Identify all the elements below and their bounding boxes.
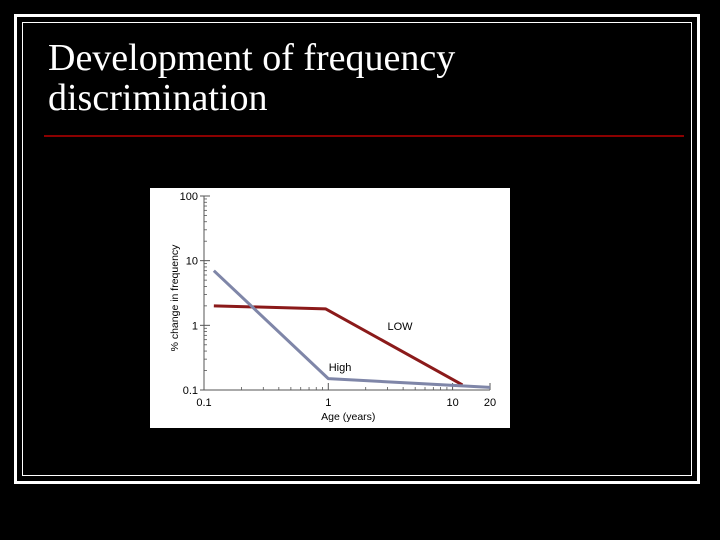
chart-background: [150, 188, 510, 428]
x-axis-label: Age (years): [321, 411, 375, 423]
y-tick-label: 1: [192, 320, 198, 332]
y-axis-label: % change in frequency: [169, 244, 181, 352]
chart-axes: 0.1 1 10 100 0.1 1 10 20: [180, 191, 496, 409]
x-tick-label: 0.1: [196, 397, 211, 409]
y-tick-label: 10: [186, 256, 198, 268]
y-tick-label: 0.1: [183, 385, 198, 397]
slide-outer-frame: [14, 14, 700, 484]
title-divider: [44, 135, 684, 137]
slide-inner-frame: [22, 22, 692, 476]
chart-svg: 0.1 1 10 100 0.1 1 10 20 Age (years) % change in…: [150, 188, 510, 428]
x-tick-label: 20: [484, 397, 496, 409]
x-tick-label: 10: [446, 397, 458, 409]
series-label-low: LOW: [387, 321, 413, 333]
x-tick-label: 1: [325, 397, 331, 409]
slide-title: Development of frequency discrimination: [48, 37, 456, 119]
chart-labels: Age (years) % change in frequency LOW High: [169, 244, 413, 423]
series-label-high: High: [329, 362, 352, 374]
series-line-high: [212, 269, 491, 389]
chart-series: [212, 269, 491, 389]
y-tick-label: 100: [180, 191, 198, 203]
chart: 0.1 1 10 100 0.1 1 10 20 Age (years) % change in…: [150, 188, 510, 428]
